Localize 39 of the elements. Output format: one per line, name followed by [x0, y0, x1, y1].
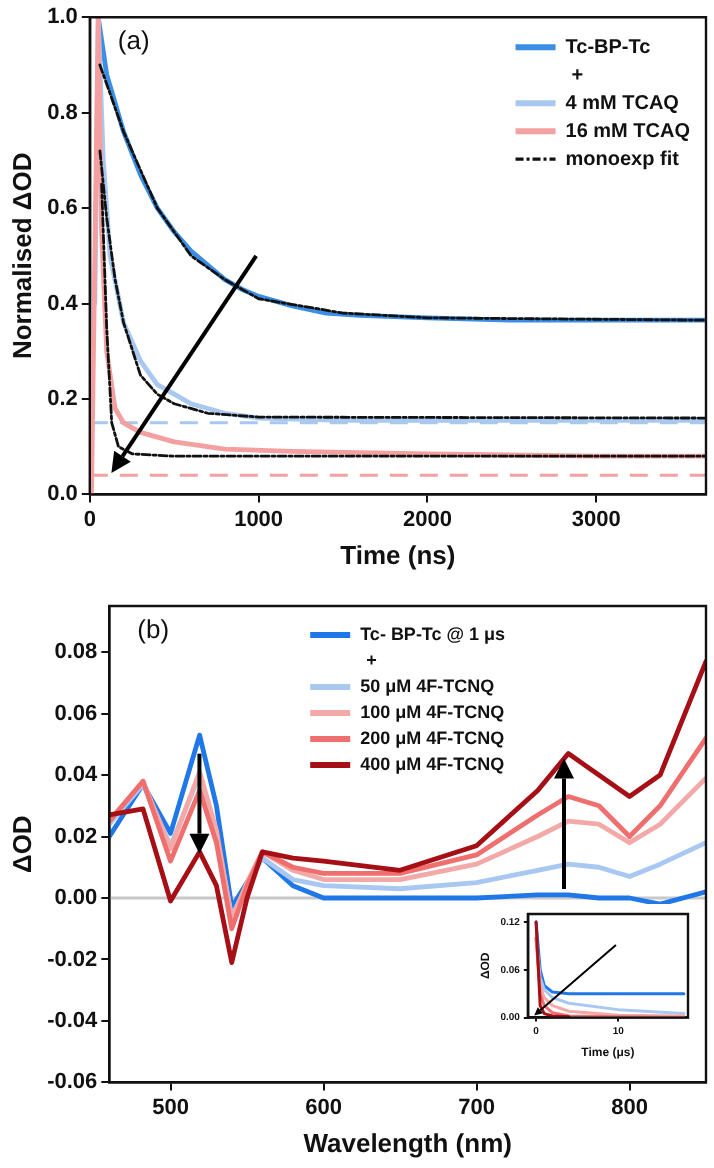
y-tick-label: 0.00 — [54, 886, 98, 911]
legend-label: 16 mM TCAQ — [565, 120, 691, 143]
legend-label: 100 μM 4F-TCNQ — [360, 701, 505, 722]
x-tick-label: 500 — [152, 1095, 189, 1120]
y-tick-label: 0.6 — [47, 196, 78, 221]
annotation: (a) — [117, 25, 150, 56]
y-tick-label: -0.04 — [47, 1008, 100, 1033]
y-axis-title: Normalised ΔOD — [6, 152, 37, 360]
y-tick-label: 0.0 — [47, 482, 78, 507]
y-tick-label: 0.04 — [54, 763, 100, 788]
legend-label: monoexp fit — [565, 148, 681, 171]
legend-label: 400 μM 4F-TCNQ — [360, 753, 505, 774]
y-tick-label: 0.06 — [54, 701, 98, 726]
y-tick-label: 0.02 — [54, 824, 98, 849]
legend-label: Tc-BP-Tc — [565, 36, 652, 59]
annotation: (b) — [137, 614, 170, 645]
x-tick-label: 800 — [611, 1095, 648, 1120]
x-tick-label: 0 — [83, 507, 96, 532]
x-tick-label: 1000 — [234, 507, 284, 532]
x-axis-title: Time (ns) — [340, 539, 456, 570]
y-tick-label: 1.0 — [47, 5, 78, 30]
legend-label: 50 μM 4F-TCNQ — [360, 675, 495, 696]
y-tick-label: 0.4 — [47, 291, 80, 316]
y-tick-label: 0.08 — [54, 640, 98, 665]
annotation: + — [366, 649, 377, 670]
y-tick-label: -0.06 — [47, 1070, 98, 1095]
y-tick-label: 0.2 — [47, 387, 78, 412]
y-axis-title: ΔOD — [6, 815, 37, 874]
y-tick-label: 0.8 — [47, 100, 78, 125]
x-tick-label: 600 — [305, 1095, 342, 1120]
legend-label: Tc- BP-Tc @ 1 μs — [360, 623, 506, 644]
x-tick-label: 3000 — [571, 507, 621, 532]
x-tick-label: 2000 — [402, 507, 452, 532]
annotation: + — [571, 64, 584, 87]
legend-label: 4 mM TCAQ — [565, 92, 680, 115]
x-axis-title: Wavelength (nm) — [303, 1127, 512, 1158]
legend-label: 200 μM 4F-TCNQ — [360, 727, 505, 748]
y-tick-label: -0.02 — [47, 947, 98, 972]
x-tick-label: 700 — [458, 1095, 495, 1120]
